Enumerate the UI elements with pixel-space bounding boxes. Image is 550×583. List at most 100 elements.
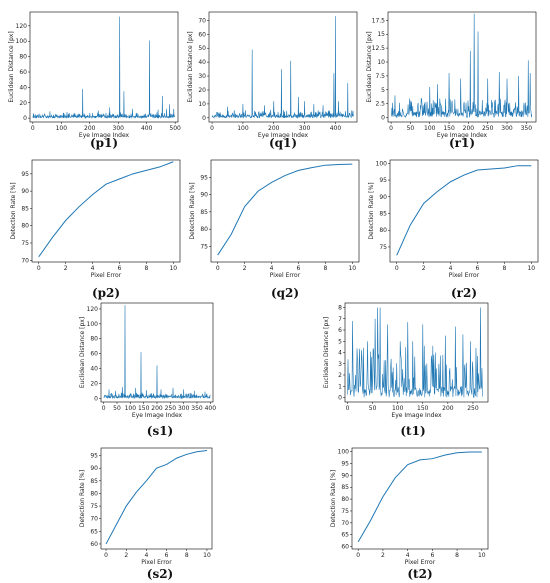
- y-tick-label: 60: [90, 351, 98, 358]
- y-tick-label: 90: [90, 465, 98, 472]
- y-tick-label: 85: [21, 205, 29, 212]
- y-tick-label: 120: [16, 23, 28, 30]
- x-tick-label: 300: [501, 125, 513, 132]
- y-tick-label: 30: [198, 73, 206, 80]
- x-tick-label: 100: [125, 405, 137, 412]
- y-tick-label: 60: [341, 544, 349, 551]
- y-tick-label: 85: [379, 211, 387, 218]
- x-tick-label: 0: [102, 405, 106, 412]
- x-tick-label: 2: [124, 552, 128, 559]
- y-axis-label: Euclidean Distance [px]: [366, 31, 373, 102]
- plot-frame-t2: [351, 447, 489, 550]
- x-tick-label: 8: [502, 265, 506, 272]
- plot-frame-p1: [29, 11, 179, 123]
- y-tick-label: 80: [90, 490, 98, 497]
- x-tick-label: 6: [476, 265, 480, 272]
- y-tick-label: 5: [381, 87, 385, 94]
- x-tick-label: 150: [443, 125, 455, 132]
- y-tick-label: 0: [338, 395, 342, 402]
- plot-frame-p2: [31, 159, 181, 263]
- x-axis-label: Eye Image Index: [132, 412, 183, 419]
- y-tick-label: 40: [19, 84, 27, 91]
- y-tick-label: 90: [200, 192, 208, 199]
- y-tick-label: 90: [21, 188, 29, 195]
- panel-caption-r1: (r1): [449, 136, 475, 150]
- x-tick-label: 6: [430, 552, 434, 559]
- chart-p2: 0 2 4 6 8 10 70 75 80 85 90 95 Pixel Error Detection …: [10, 159, 181, 300]
- y-tick-label: 3: [338, 361, 342, 368]
- y-tick-label: 100: [87, 321, 99, 328]
- x-tick-label: 350: [521, 125, 533, 132]
- x-tick-label: 8: [323, 265, 327, 272]
- y-axis-label: Detection Rate [%]: [79, 470, 86, 527]
- x-tick-label: 0: [104, 552, 108, 559]
- y-axis-label: Detection Rate [%]: [368, 182, 375, 239]
- y-tick-label: 100: [16, 38, 28, 45]
- x-tick-label: 100: [424, 125, 436, 132]
- y-tick-label: 85: [90, 478, 98, 485]
- y-tick-label: 80: [19, 54, 27, 61]
- y-tick-label: 5: [338, 338, 342, 345]
- y-axis-label: Euclidean Distance [px]: [187, 31, 194, 102]
- x-tick-label: 300: [299, 125, 311, 132]
- x-tick-label: 50: [369, 405, 377, 412]
- y-tick-label: 40: [198, 59, 206, 66]
- y-tick-label: 75: [379, 244, 387, 251]
- x-axis-label: Pixel Error: [91, 272, 122, 279]
- y-tick-label: 40: [90, 366, 98, 373]
- y-axis-label: Euclidean Distance [px]: [323, 317, 330, 388]
- x-tick-label: 250: [467, 405, 479, 412]
- plot-frame-r1: [387, 11, 537, 123]
- series-line-p1: [32, 16, 176, 120]
- chart-t1: 0 50 100 150 200 250 0 1 2 3 4 5 6 7 8 Eye Image Index E…: [323, 302, 489, 438]
- y-tick-label: 75: [200, 243, 208, 250]
- series-line-t2: [357, 451, 482, 543]
- x-tick-label: 0: [37, 265, 41, 272]
- x-axis-label: Pixel Error: [270, 272, 301, 279]
- panel-caption-q1: (q1): [269, 136, 297, 150]
- plot-frame-r2: [389, 159, 539, 263]
- x-tick-label: 4: [91, 265, 95, 272]
- y-tick-label: 0: [381, 115, 385, 122]
- x-tick-label: 250: [165, 405, 177, 412]
- panel-caption-s2: (s2): [147, 567, 173, 581]
- y-tick-label: 60: [198, 31, 206, 38]
- x-tick-label: 6: [165, 552, 169, 559]
- x-tick-label: 8: [455, 552, 459, 559]
- x-tick-label: 8: [185, 552, 189, 559]
- chart-q2: 0 2 4 6 8 10 75 80 85 90 95 Pixel Error Detection Ra…: [189, 159, 360, 300]
- x-tick-label: 100: [56, 125, 68, 132]
- y-tick-label: 10: [198, 101, 206, 108]
- x-tick-label: 200: [84, 125, 96, 132]
- y-tick-label: 70: [21, 257, 29, 264]
- y-tick-label: 80: [200, 226, 208, 233]
- y-tick-label: 85: [341, 484, 349, 491]
- y-tick-label: 85: [200, 209, 208, 216]
- x-tick-label: 350: [191, 405, 203, 412]
- y-axis-label: Detection Rate [%]: [189, 182, 196, 239]
- chart-r1: 0 50 100 150 200 250 300 350 0 2.5 5 7.5 10 12.5 15 17.…: [366, 11, 537, 150]
- x-tick-label: 0: [356, 552, 360, 559]
- x-axis-label: Eye Image Index: [437, 132, 488, 139]
- series-line-r2: [396, 165, 532, 256]
- x-tick-label: 6: [297, 265, 301, 272]
- y-tick-label: 2: [338, 372, 342, 379]
- plot-frame-s2: [100, 447, 213, 550]
- series-line-q2: [217, 163, 353, 256]
- panel-caption-t1: (t1): [400, 424, 425, 438]
- x-tick-label: 2: [64, 265, 68, 272]
- x-tick-label: 10: [478, 552, 486, 559]
- x-axis-label: Pixel Error: [449, 272, 480, 279]
- y-tick-label: 70: [341, 520, 349, 527]
- series-line-p2: [38, 161, 174, 258]
- x-tick-label: 300: [178, 405, 190, 412]
- y-tick-label: 65: [341, 532, 349, 539]
- y-tick-label: 50: [198, 45, 206, 52]
- x-tick-label: 2: [422, 265, 426, 272]
- chart-q1: 0 100 200 300 400 0 10 20 30 40 50 60 70 Eye Image In…: [187, 11, 358, 150]
- y-axis-label: Euclidean Distance [px]: [79, 317, 86, 388]
- x-tick-label: 250: [482, 125, 494, 132]
- y-tick-label: 75: [90, 503, 98, 510]
- y-tick-label: 90: [341, 472, 349, 479]
